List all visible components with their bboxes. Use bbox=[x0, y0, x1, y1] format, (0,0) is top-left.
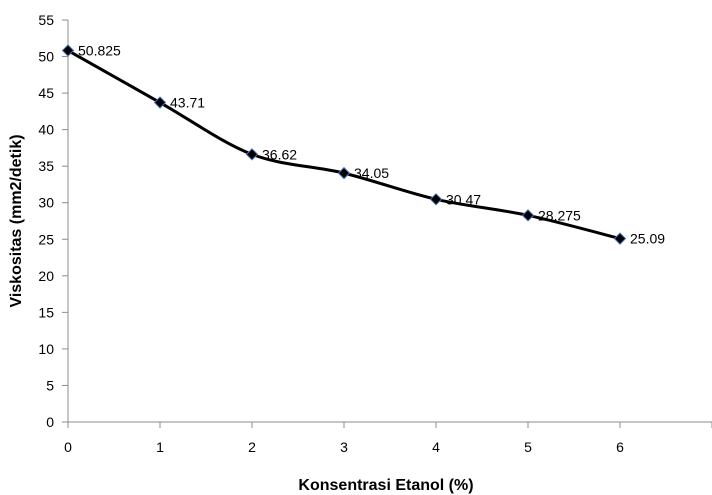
y-tick-label: 20 bbox=[38, 268, 54, 284]
x-tick-label: 3 bbox=[340, 439, 348, 455]
x-tick-label: 2 bbox=[248, 439, 256, 455]
y-tick-label: 25 bbox=[38, 231, 54, 247]
x-tick-label: 0 bbox=[64, 439, 72, 455]
y-tick-label: 10 bbox=[38, 341, 54, 357]
data-point-marker bbox=[521, 209, 535, 222]
y-tick-label: 50 bbox=[38, 49, 54, 65]
y-tick-label: 35 bbox=[38, 158, 54, 174]
x-tick-label: 1 bbox=[156, 439, 164, 455]
series bbox=[61, 44, 627, 245]
x-ticks: 0 1 2 3 4 5 6 bbox=[64, 422, 712, 455]
data-label: 28.275 bbox=[538, 207, 581, 223]
data-point-marker bbox=[337, 166, 351, 180]
y-ticks: 0 5 10 15 20 25 30 35 40 45 50 55 bbox=[38, 12, 68, 430]
y-tick-label: 45 bbox=[38, 85, 54, 101]
data-label: 36.62 bbox=[262, 146, 297, 162]
data-label: 34.05 bbox=[354, 165, 389, 181]
x-tick-label: 5 bbox=[524, 439, 532, 455]
data-label: 30.47 bbox=[446, 191, 481, 207]
y-tick-label: 55 bbox=[38, 12, 54, 28]
data-point-marker bbox=[245, 148, 259, 161]
y-axis-title: Viskositas (mm2/detik) bbox=[8, 134, 25, 307]
y-tick-label: 30 bbox=[38, 195, 54, 211]
y-tick-label: 40 bbox=[38, 122, 54, 138]
x-tick-label: 4 bbox=[432, 439, 440, 455]
data-labels: 50.825 43.71 36.62 34.05 30.47 28.275 25.09 bbox=[78, 43, 665, 247]
data-label: 25.09 bbox=[630, 231, 665, 247]
y-tick-label: 5 bbox=[46, 377, 54, 393]
x-tick-label: 6 bbox=[616, 439, 624, 455]
data-point-marker bbox=[613, 232, 627, 245]
x-axis-title: Konsentrasi Etanol (%) bbox=[298, 477, 473, 494]
data-point-marker bbox=[61, 44, 75, 57]
y-tick-label: 0 bbox=[46, 414, 54, 430]
y-tick-label: 15 bbox=[38, 304, 54, 320]
data-point-marker bbox=[153, 96, 167, 109]
axes bbox=[67, 20, 712, 423]
data-label: 50.825 bbox=[78, 43, 121, 59]
data-label: 43.71 bbox=[170, 95, 205, 111]
data-point-marker bbox=[429, 193, 443, 206]
